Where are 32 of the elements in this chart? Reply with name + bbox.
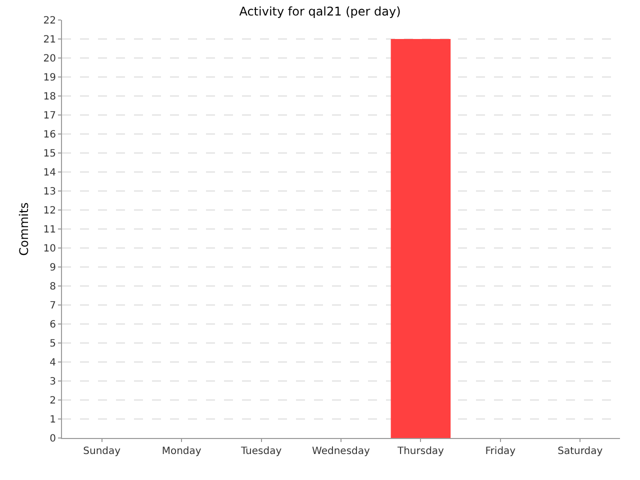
y-tick-label: 12: [43, 206, 56, 216]
y-tick-label: 15: [43, 148, 56, 160]
x-tick-label: Thursday: [396, 446, 444, 457]
x-tick-label: Saturday: [558, 446, 603, 457]
y-tick-label: 13: [43, 186, 56, 198]
y-tick-label: 6: [50, 320, 56, 330]
x-tick-label: Monday: [162, 446, 202, 457]
y-tick-label: 9: [50, 262, 56, 274]
y-tick-label: 2: [50, 396, 56, 406]
y-tick-label: 16: [43, 130, 56, 140]
x-tick-label: Tuesday: [240, 446, 282, 457]
y-tick-label: 4: [50, 358, 56, 368]
y-tick-label: 17: [43, 110, 56, 122]
y-tick-label: 22: [43, 16, 56, 26]
y-tick-label: 8: [50, 282, 56, 292]
y-tick-label: 1: [50, 414, 56, 426]
y-tick-label: 0: [50, 434, 56, 444]
chart-title: Activity for qal21 (per day): [239, 4, 401, 19]
y-axis-title: Commits: [17, 202, 31, 256]
y-tick-label: 19: [43, 72, 56, 84]
y-tick-label: 21: [43, 34, 56, 46]
y-tick-label: 7: [50, 300, 56, 312]
y-tick-label: 20: [43, 54, 56, 64]
y-tick-label: 18: [43, 92, 56, 102]
x-tick-label: Wednesday: [312, 446, 370, 457]
y-tick-label: 11: [43, 224, 56, 236]
y-tick-label: 5: [50, 338, 56, 350]
y-tick-label: 10: [43, 244, 56, 254]
x-tick-label: Friday: [485, 446, 516, 457]
x-tick-label: Sunday: [83, 446, 121, 457]
y-tick-label: 14: [43, 168, 56, 178]
y-tick-label: 3: [50, 376, 56, 388]
